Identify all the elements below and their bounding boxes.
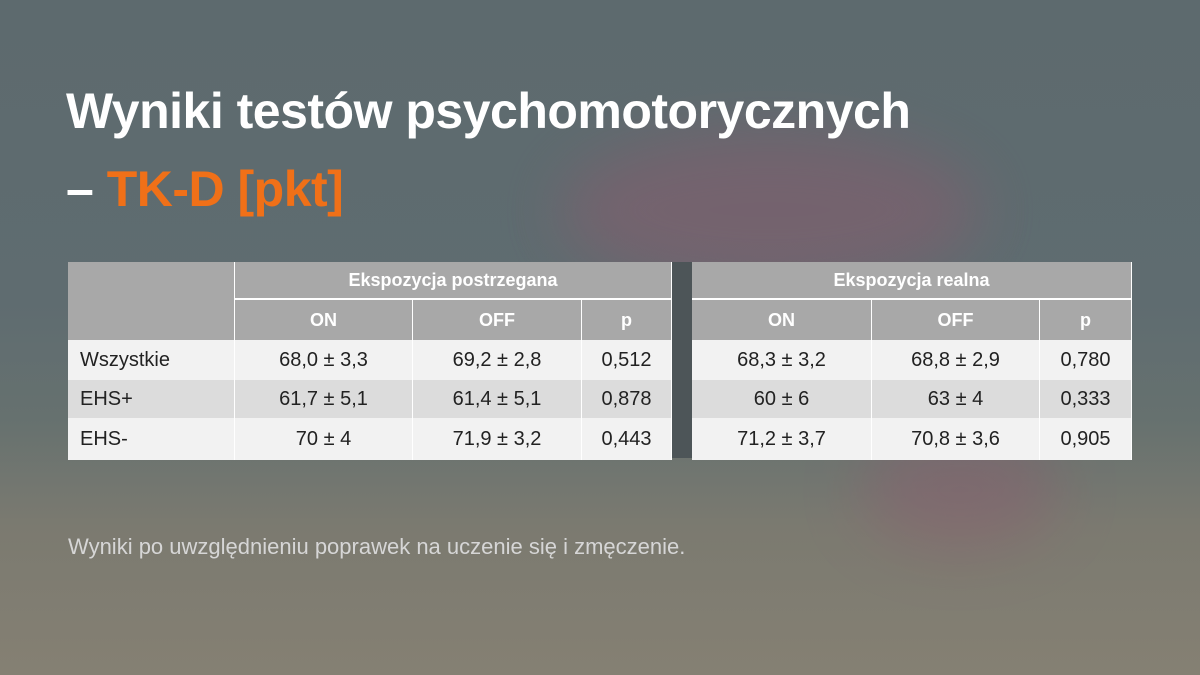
table-cell: 68,0 ± 3,3 [235,340,413,380]
table-cell: 70 ± 4 [235,418,413,460]
footnote: Wyniki po uwzględnieniu poprawek na ucze… [68,534,686,559]
table-cell: 0,780 [1040,340,1132,380]
row-label: EHS+ [68,380,235,418]
column-header: OFF [872,300,1040,340]
table-cell: 60 ± 6 [692,380,872,418]
table-cell: 69,2 ± 2,8 [413,340,582,380]
table-divider [672,262,692,458]
table-cell: 68,8 ± 2,9 [872,340,1040,380]
column-header: ON [692,300,872,340]
title: Wyniki testów psychomotorycznych – TK-D … [66,72,911,228]
header-corner [68,262,235,340]
group-header: Ekspozycja postrzegana [235,262,672,300]
title-highlight: TK-D [pkt] [106,161,344,217]
table-cell: 0,878 [582,380,672,418]
table-cell: 0,905 [1040,418,1132,460]
table-cell: 0,512 [582,340,672,380]
table-cell: 68,3 ± 3,2 [692,340,872,380]
row-label: Wszystkie [68,340,235,380]
column-header: p [1040,300,1132,340]
table-cell: 0,443 [582,418,672,460]
column-header: ON [235,300,413,340]
table-cell: 71,9 ± 3,2 [413,418,582,460]
table-cell: 0,333 [1040,380,1132,418]
title-line: Wyniki testów psychomotorycznych [66,83,911,139]
table-cell: 63 ± 4 [872,380,1040,418]
row-label: EHS- [68,418,235,460]
title-dash: – [66,161,94,217]
table-cell: 71,2 ± 3,7 [692,418,872,460]
group-header: Ekspozycja realna [692,262,1132,300]
table-cell: 61,4 ± 5,1 [413,380,582,418]
column-header: OFF [413,300,582,340]
table-cell: 70,8 ± 3,6 [872,418,1040,460]
table-cell: 61,7 ± 5,1 [235,380,413,418]
column-header: p [582,300,672,340]
